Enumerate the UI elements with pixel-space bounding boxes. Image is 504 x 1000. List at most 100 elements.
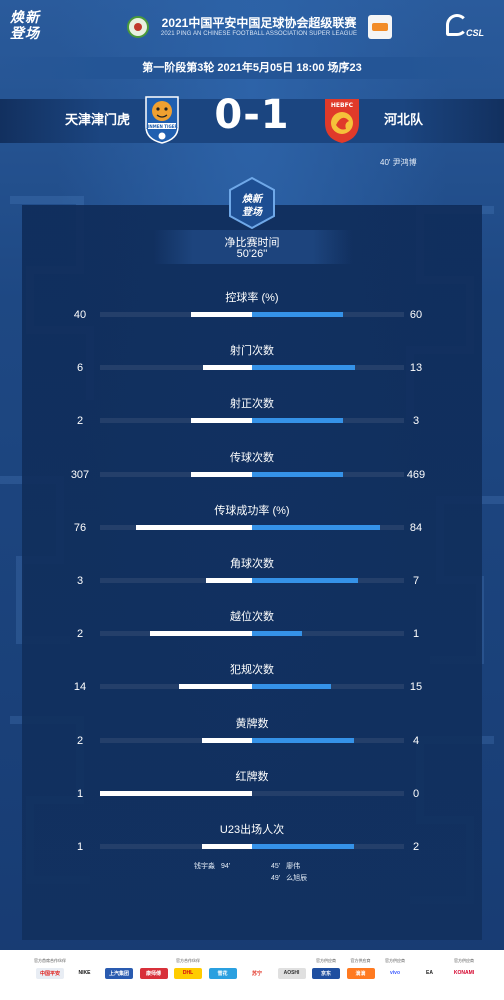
stat-home-bar — [179, 684, 252, 690]
stat-away-bar — [252, 365, 355, 371]
stat-label: 犯规次数 — [230, 664, 274, 677]
net-time-value: 50'26'' — [236, 248, 268, 260]
u23-away-player: 49' 么旭辰 — [271, 873, 307, 883]
stat-home-bar — [191, 471, 252, 477]
stat-home-value: 2 — [76, 734, 84, 747]
stat-label: U23出场人次 — [219, 824, 285, 836]
sponsor-logo-icon — [70, 968, 99, 979]
sponsor-name: EA — [426, 970, 433, 976]
stat-home-bar — [202, 844, 252, 849]
stat-away-bar — [252, 631, 302, 637]
stat-away-bar — [252, 578, 358, 583]
home-crest-text: JINMEN TIGER — [145, 124, 177, 129]
sponsor-logo-icon — [174, 968, 202, 979]
sponsor-item: 雪花 — [207, 958, 239, 990]
u23-home-player-minute: 94' — [221, 863, 231, 870]
u23-away-player-name: 么旭辰 — [286, 875, 308, 882]
stat-label: 黄牌数 — [235, 717, 269, 730]
u23-home-player-name: 钱宇淼 — [194, 863, 215, 870]
u23-home-player: 钱宇淼 94' — [194, 861, 230, 871]
stat-away-bar — [252, 524, 380, 530]
sponsor-logo-icon — [312, 968, 340, 979]
stat-label: 控球率 (%) — [225, 292, 279, 304]
stat-home-bar — [202, 737, 252, 743]
stat-away-value: 469 — [406, 468, 426, 481]
time-box — [153, 230, 353, 264]
sponsor-logo-icon — [208, 968, 237, 979]
stat-away-value: 0 — [412, 787, 420, 800]
stat-label: 角球次数 — [230, 558, 274, 570]
brand-line1: 焕新 — [10, 10, 40, 26]
score-bar — [0, 99, 504, 143]
sponsor-item: 官方供应商 vivo — [379, 958, 411, 990]
league-subtitle: 2021 PING AN CHINESE FOOTBALL ASSOCIATIO… — [160, 31, 358, 37]
stat-home-value: 307 — [70, 468, 90, 481]
stat-away-value: 2 — [412, 841, 420, 853]
u23-away-player-minute: 45' — [271, 863, 281, 870]
sponsor-item: 官方合作伙伴 DHL — [172, 958, 204, 990]
header: 焕新 登场 2021中国平安中国足球协会超级联赛 2021 PING AN CH… — [0, 0, 504, 52]
brand-logo: 焕新 登场 — [10, 10, 56, 44]
sponsor-logo-icon — [139, 968, 168, 979]
sponsor-name: 苏宁 — [251, 971, 263, 977]
sponsor-item: 官方供应商 京东 — [310, 958, 342, 990]
sponsor-name: KONAMI — [453, 970, 475, 976]
u23-away-player: 45' 廖伟 — [271, 861, 300, 871]
stat-away-bar — [252, 737, 354, 743]
sponsor-caption: 官方供应商 — [316, 958, 336, 963]
stat-track — [100, 790, 404, 796]
stat-label: 越位次数 — [230, 611, 274, 624]
sponsor-logo-icon — [450, 968, 478, 979]
u23-away-player-name: 廖伟 — [286, 863, 301, 870]
stat-away-bar — [252, 684, 331, 690]
away-team-name: 河北队 — [384, 112, 424, 127]
stat-home-bar — [191, 418, 252, 424]
stat-away-value: 4 — [412, 734, 420, 747]
sponsor-item: 康师傅 — [138, 958, 170, 990]
stat-home-value: 1 — [76, 841, 84, 853]
stat-label: 射门次数 — [230, 345, 274, 358]
home-team-name: 天津津门虎 — [64, 112, 130, 127]
csl-logo: CSL — [444, 14, 494, 42]
sponsor-name: 京东 — [320, 971, 332, 977]
stat-home-value: 2 — [76, 415, 84, 428]
stat-away-value: 84 — [409, 521, 423, 534]
score: 0-1 — [214, 92, 290, 138]
sponsor-item: 上汽集团 — [103, 958, 135, 990]
stat-away-value: 15 — [409, 681, 423, 694]
sponsor-caption: 官方供应商 — [350, 958, 371, 963]
sponsor-item: AOSHI — [276, 958, 308, 990]
emblem-line2: 登场 — [242, 206, 263, 218]
brand-line2: 登场 — [10, 26, 40, 42]
sponsor-item: 官方供应商 KONAMI — [448, 958, 480, 990]
stat-home-bar — [206, 578, 252, 583]
stat-away-value: 60 — [409, 309, 423, 321]
u23-away-player-minute: 49' — [271, 875, 281, 882]
stat-away-bar — [252, 312, 343, 317]
csl-swirl-icon — [446, 14, 468, 36]
stats-panel — [22, 205, 482, 940]
sponsor-name: 滴滴 — [355, 971, 366, 977]
sponsor-name: 中国平安 — [39, 971, 61, 977]
sponsor-item: 官方供应商 滴滴 — [345, 958, 377, 990]
dragon-crest-icon: HEBFC — [325, 99, 359, 143]
sponsor-item: 苏宁 — [241, 958, 273, 990]
stat-label: 射正次数 — [230, 398, 274, 411]
stat-away-value: 13 — [409, 362, 423, 375]
stat-home-value: 6 — [76, 362, 84, 375]
sponsor-item: NIKE — [69, 958, 101, 990]
sponsor-logo-icon — [346, 968, 375, 979]
sponsor-name: 康师傅 — [145, 971, 162, 977]
net-time-label: 净比赛时间 — [224, 237, 280, 249]
sponsor-logo-icon — [243, 968, 271, 979]
sponsor-name: 上汽集团 — [108, 971, 130, 977]
csa-logo-icon — [127, 16, 149, 38]
sponsor-logo-icon — [381, 968, 409, 979]
sponsor-caption: 官方合作伙伴 — [176, 958, 200, 963]
sponsor-caption: 官方供应商 — [454, 958, 474, 963]
sponsor-name: NIKE — [78, 970, 91, 976]
sponsor-name: 雪花 — [217, 971, 228, 977]
title-sponsor-icon — [368, 15, 392, 39]
sponsor-item: EA — [414, 958, 446, 990]
